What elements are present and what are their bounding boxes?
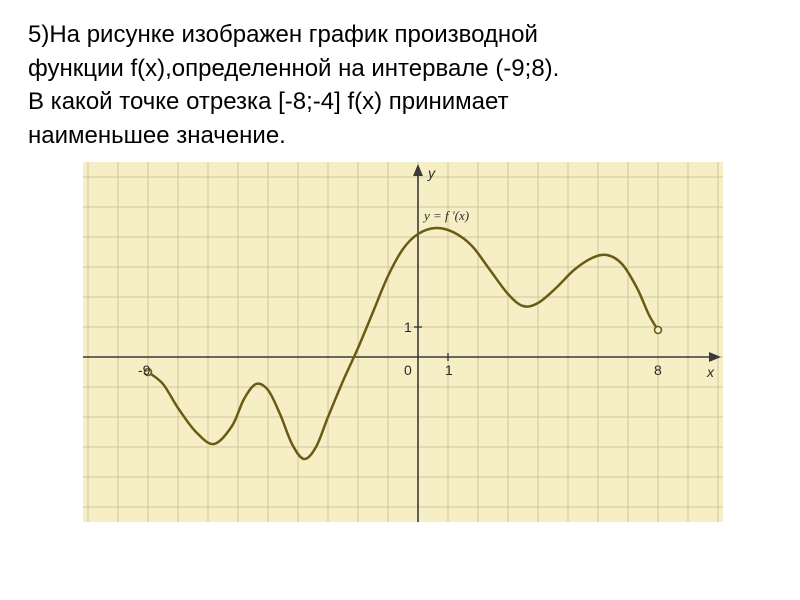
problem-line-1: 5)На рисунке изображен график производно… [28, 18, 772, 52]
svg-text:1: 1 [404, 319, 412, 335]
derivative-chart: 1 1 0 -9 8 x y y = f '(x) [83, 162, 723, 522]
problem-line-2: функции f(x),определенной на интервале (… [28, 52, 772, 86]
problem-line-3: В какой точке отрезка [-8;-4] f(x) прини… [28, 85, 772, 119]
svg-text:y = f '(x): y = f '(x) [422, 208, 469, 223]
problem-statement: 5)На рисунке изображен график производно… [28, 18, 772, 152]
svg-text:x: x [706, 364, 715, 380]
chart-svg: 1 1 0 -9 8 x y y = f '(x) [83, 162, 723, 522]
svg-text:y: y [427, 165, 436, 181]
svg-text:-9: -9 [138, 362, 151, 378]
svg-text:0: 0 [404, 362, 412, 378]
svg-text:1: 1 [445, 362, 453, 378]
svg-text:8: 8 [654, 362, 662, 378]
problem-line-4: наименьшее значение. [28, 119, 772, 153]
